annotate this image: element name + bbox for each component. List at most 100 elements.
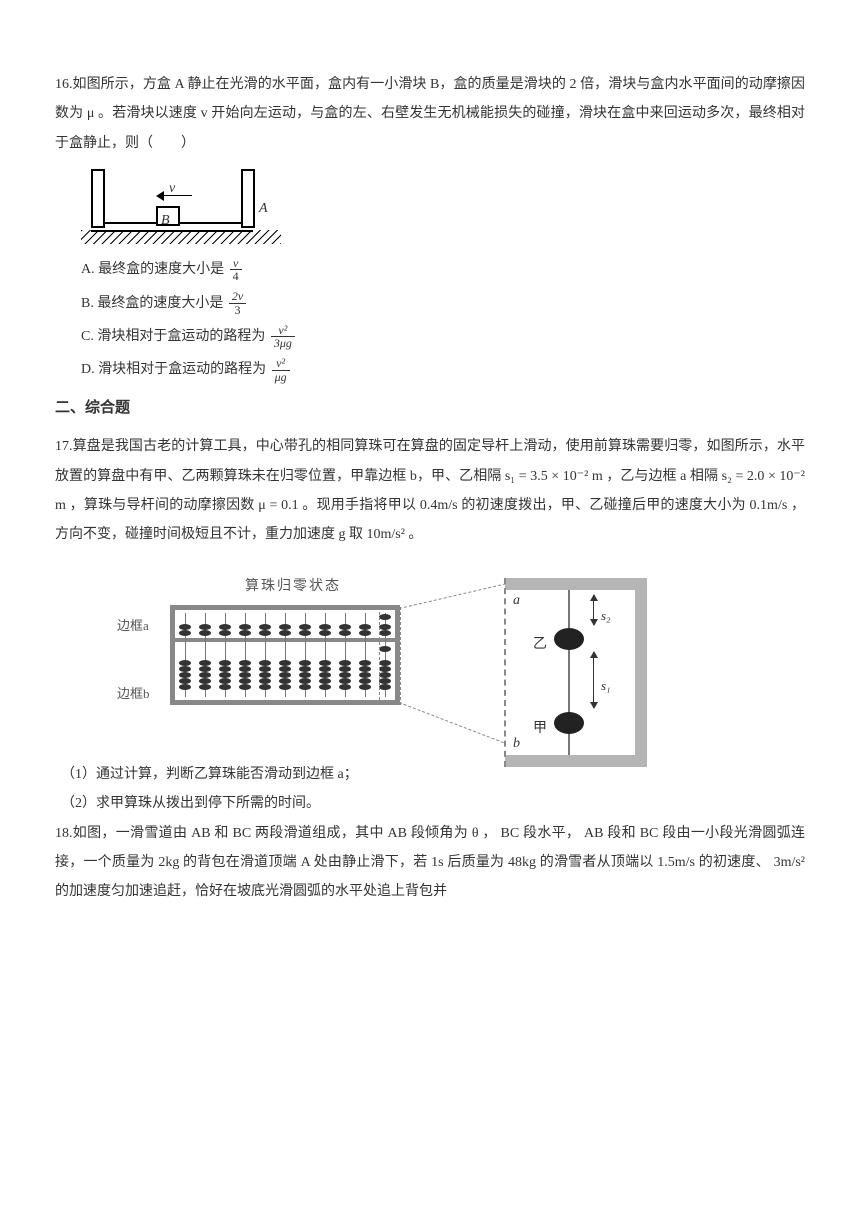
- abacus-bead: [339, 678, 351, 684]
- abacus-bead: [279, 624, 291, 630]
- abacus-bead: [219, 660, 231, 666]
- frame-b-label: 边框b: [117, 680, 150, 707]
- abacus-bead: [259, 660, 271, 666]
- q16-figure: v B A: [81, 164, 291, 249]
- abacus-bead: [359, 678, 371, 684]
- zoom-label-a: a: [513, 586, 520, 615]
- block-label-b: B: [161, 206, 170, 235]
- q17-stem: 17.算盘是我国古老的计算工具，中心带孔的相同算珠可在算盘的固定导杆上滑动，使用…: [55, 432, 805, 550]
- bead-jia-label: 甲: [533, 714, 547, 743]
- abacus-bead: [339, 684, 351, 690]
- abacus-bead: [219, 678, 231, 684]
- abacus-bead: [259, 624, 271, 630]
- abacus-bead: [239, 624, 251, 630]
- abacus-bead: [339, 660, 351, 666]
- abacus-bead: [259, 672, 271, 678]
- q18-stem: 18.如图，一滑雪道由 AB 和 BC 两段滑道组成，其中 AB 段倾角为 θ …: [55, 819, 805, 907]
- abacus-bead: [279, 678, 291, 684]
- abacus-caption: 算珠归零状态: [245, 572, 341, 601]
- frac-num: 2v: [229, 290, 246, 304]
- abacus-bead: [179, 660, 191, 666]
- abacus-bead: [319, 630, 331, 636]
- abacus-bead: [359, 624, 371, 630]
- zoom-line-top: [399, 581, 516, 609]
- q17-sub-2: （2）求甲算珠从拨出到停下所需的时间。: [61, 789, 805, 818]
- dim-s1: [593, 652, 594, 708]
- abacus-bead: [259, 666, 271, 672]
- bead-jia: [554, 712, 584, 734]
- q16-option-c: C. 滑块相对于盒运动的路程为 v² 3μg: [81, 322, 805, 351]
- abacus-bead: [279, 666, 291, 672]
- q16-option-a-text: A. 最终盒的速度大小是: [81, 262, 224, 277]
- q16-options: A. 最终盒的速度大小是 v 4 B. 最终盒的速度大小是 2v 3 C. 滑块…: [81, 255, 805, 385]
- abacus-bead: [259, 630, 271, 636]
- zoom-line-bot: [399, 702, 513, 747]
- q16-option-d: D. 滑块相对于盒运动的路程为 v² μg: [81, 355, 805, 384]
- bead-yi-label: 乙: [533, 630, 547, 659]
- abacus-bead: [199, 624, 211, 630]
- abacus-bead: [219, 630, 231, 636]
- abacus-bead: [239, 660, 251, 666]
- abacus-body: [170, 605, 400, 705]
- abacus-bead: [339, 630, 351, 636]
- abacus-bead: [299, 678, 311, 684]
- abacus-bead: [299, 666, 311, 672]
- abacus-bead: [179, 684, 191, 690]
- q17-figure: 算珠归零状态 边框a 边框b a b 乙 甲 s₂ s₁: [115, 560, 675, 750]
- abacus-bead: [319, 666, 331, 672]
- abacus-bead: [279, 660, 291, 666]
- box-wall-left: [91, 169, 105, 228]
- box-wall-right: [241, 169, 255, 228]
- abacus-bead: [299, 660, 311, 666]
- abacus-bead: [319, 684, 331, 690]
- abacus-bead: [359, 660, 371, 666]
- box-label-a: A: [259, 194, 268, 223]
- ground-hatch: [81, 230, 281, 244]
- abacus-bead: [339, 624, 351, 630]
- abacus-bead: [319, 624, 331, 630]
- frac-den: 3: [229, 304, 246, 317]
- abacus-bead: [359, 684, 371, 690]
- section-2-heading: 二、综合题: [55, 393, 805, 425]
- q16-option-b-text: B. 最终盒的速度大小是: [81, 296, 223, 311]
- frac-num: v²: [271, 324, 295, 338]
- abacus-bead: [219, 672, 231, 678]
- frac-num: v: [230, 257, 242, 271]
- abacus-bead: [299, 684, 311, 690]
- q16-stem: 16.如图所示，方盒 A 静止在光滑的水平面，盒内有一小滑块 B，盒的质量是滑块…: [55, 70, 805, 158]
- abacus-bead: [199, 684, 211, 690]
- abacus-bead: [219, 666, 231, 672]
- abacus-bead: [279, 672, 291, 678]
- abacus-bead: [259, 684, 271, 690]
- dim-s2-label: s₂: [601, 602, 611, 629]
- abacus-bead: [219, 624, 231, 630]
- abacus-bead: [239, 672, 251, 678]
- frac-den: 3μg: [271, 337, 295, 350]
- abacus-bead: [179, 678, 191, 684]
- abacus-bead: [179, 624, 191, 630]
- q17-stem-b: ，乙与边框 a 相隔: [606, 469, 721, 484]
- abacus-bead: [239, 630, 251, 636]
- abacus-bead: [179, 672, 191, 678]
- abacus-bead: [339, 666, 351, 672]
- bead-yi: [554, 628, 584, 650]
- q17-s1: s₁ = 3.5 × 10⁻² m: [505, 469, 603, 484]
- abacus-bead: [239, 678, 251, 684]
- frac-den: μg: [272, 371, 290, 384]
- dim-s1-label: s₁: [601, 672, 611, 699]
- zoom-frame: a b 乙 甲 s₂ s₁: [505, 578, 647, 767]
- abacus-bead: [299, 624, 311, 630]
- abacus-bead: [199, 678, 211, 684]
- abacus-bead: [199, 666, 211, 672]
- abacus-bead: [359, 666, 371, 672]
- abacus-bead: [279, 630, 291, 636]
- q17-stem-c: ，算珠与导杆间的动摩擦因数 μ = 0.1 。现用手指将甲以 0.4m/s 的初…: [55, 498, 805, 542]
- dim-s2: [593, 595, 594, 625]
- zoom-label-b: b: [513, 729, 520, 758]
- q16-option-a: A. 最终盒的速度大小是 v 4: [81, 255, 805, 284]
- abacus-bead: [299, 630, 311, 636]
- q16-option-a-frac: v 4: [230, 257, 242, 283]
- abacus-bead: [319, 660, 331, 666]
- abacus-bead: [319, 672, 331, 678]
- zoom-selection-box: [379, 607, 401, 705]
